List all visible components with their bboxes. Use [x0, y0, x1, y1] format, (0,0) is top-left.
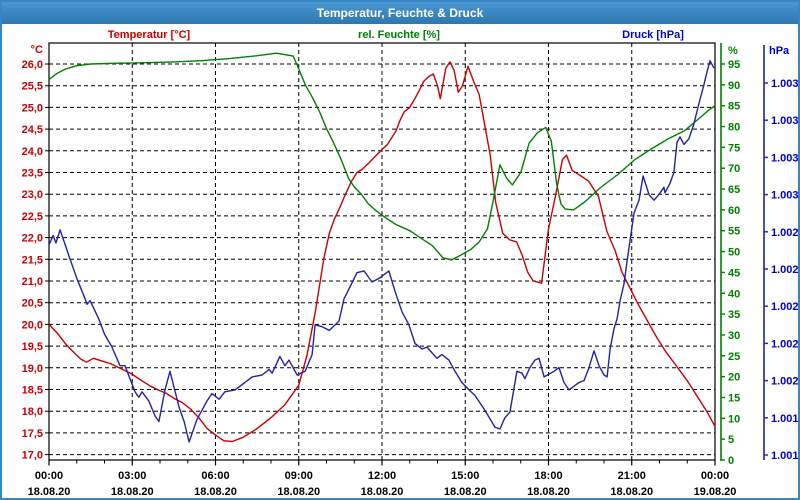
y-left-tick-label: 24,0 [22, 146, 43, 158]
pressure-tick-label: 1.002 [771, 301, 799, 313]
pressure-tick-label: 1.003 [771, 152, 799, 164]
y-left-tick-label: 18,0 [22, 406, 43, 418]
x-date-label: 18.08.20 [28, 486, 71, 498]
y-left-tick-label: 25,0 [22, 102, 43, 114]
series-humidity-line [48, 52, 716, 261]
humidity-tick-label: 20 [728, 372, 740, 384]
y-left-tick-label: 22,0 [22, 233, 43, 245]
y-left-tick-label: 19,5 [22, 341, 43, 353]
pressure-tick-label: 1.002 [771, 227, 799, 239]
x-time-label: 21:00 [618, 470, 646, 482]
x-time-label: 03:00 [118, 470, 146, 482]
y-left-tick-label: 20,0 [22, 319, 43, 331]
y-left-tick-label: 22,5 [22, 211, 43, 223]
y-left-unit-label: °C [31, 44, 43, 56]
pressure-tick-label: 1.001 [771, 413, 799, 425]
humidity-tick-label: 70 [728, 163, 740, 175]
y-left-tick-label: 17,0 [22, 450, 43, 462]
pressure-tick-label: 1.002 [771, 264, 799, 276]
y-left-tick-label: 26,0 [22, 59, 43, 71]
legend-temperature: Temperatur [°C] [107, 29, 191, 41]
x-date-label: 18.08.20 [610, 486, 653, 498]
x-time-label: 00:00 [701, 470, 729, 482]
x-date-label: 18.08.20 [444, 486, 487, 498]
humidity-unit-label: % [728, 45, 738, 57]
x-time-label: 06:00 [201, 470, 229, 482]
y-left-tick-label: 17,5 [22, 428, 43, 440]
y-left-tick-label: 25,5 [22, 81, 43, 93]
humidity-tick-label: 25 [728, 351, 740, 363]
humidity-tick-label: 60 [728, 205, 740, 217]
humidity-tick-label: 45 [728, 267, 740, 279]
x-date-label: 18.08.20 [527, 486, 570, 498]
y-left-tick-label: 21,0 [22, 276, 43, 288]
x-date-label: 18.08.20 [194, 486, 237, 498]
humidity-tick-label: 0 [728, 455, 734, 467]
x-time-label: 15:00 [451, 470, 479, 482]
humidity-tick-label: 35 [728, 309, 740, 321]
x-time-label: 12:00 [368, 470, 396, 482]
humidity-tick-label: 50 [728, 247, 740, 259]
y-left-tick-label: 24,5 [22, 124, 43, 136]
y-left-tick-label: 23,5 [22, 168, 43, 180]
x-time-label: 09:00 [285, 470, 313, 482]
legend-humidity: rel. Feuchte [%] [358, 29, 440, 41]
pressure-tick-label: 1.003 [771, 78, 799, 90]
pressure-unit-label: hPa [769, 45, 790, 57]
y-left-tick-label: 21,5 [22, 254, 43, 266]
x-date-label: 18.08.20 [361, 486, 404, 498]
humidity-tick-label: 90 [728, 80, 740, 92]
pressure-tick-label: 1.003 [771, 190, 799, 202]
y-left-tick-label: 19,0 [22, 363, 43, 375]
x-date-label: 19.08.20 [694, 486, 737, 498]
window-title-bar[interactable]: Temperatur, Feuchte & Druck [2, 2, 798, 24]
humidity-tick-label: 65 [728, 184, 740, 196]
pressure-tick-label: 1.003 [771, 115, 799, 127]
window-title: Temperatur, Feuchte & Druck [316, 6, 484, 20]
humidity-tick-label: 55 [728, 226, 740, 238]
pressure-tick-label: 1.002 [771, 376, 799, 388]
y-left-tick-label: 20,5 [22, 298, 43, 310]
humidity-tick-label: 75 [728, 142, 740, 154]
x-date-label: 18.08.20 [277, 486, 320, 498]
humidity-tick-label: 85 [728, 101, 740, 113]
humidity-tick-label: 95 [728, 59, 740, 71]
series-pressure-line [48, 60, 715, 443]
pressure-tick-label: 1.001 [771, 450, 799, 462]
x-date-label: 18.08.20 [111, 486, 154, 498]
pressure-tick-label: 1.002 [771, 338, 799, 350]
y-left-tick-label: 23,0 [22, 189, 43, 201]
humidity-tick-label: 80 [728, 122, 740, 134]
humidity-tick-label: 5 [728, 434, 734, 446]
humidity-tick-label: 10 [728, 413, 740, 425]
humidity-tick-label: 15 [728, 392, 740, 404]
legend-pressure: Druck [hPa] [622, 29, 684, 41]
humidity-tick-label: 30 [728, 330, 740, 342]
x-time-label: 00:00 [35, 470, 63, 482]
series-temperature-line [48, 61, 716, 443]
humidity-tick-label: 40 [728, 288, 740, 300]
x-time-label: 18:00 [534, 470, 562, 482]
y-left-tick-label: 18,5 [22, 385, 43, 397]
